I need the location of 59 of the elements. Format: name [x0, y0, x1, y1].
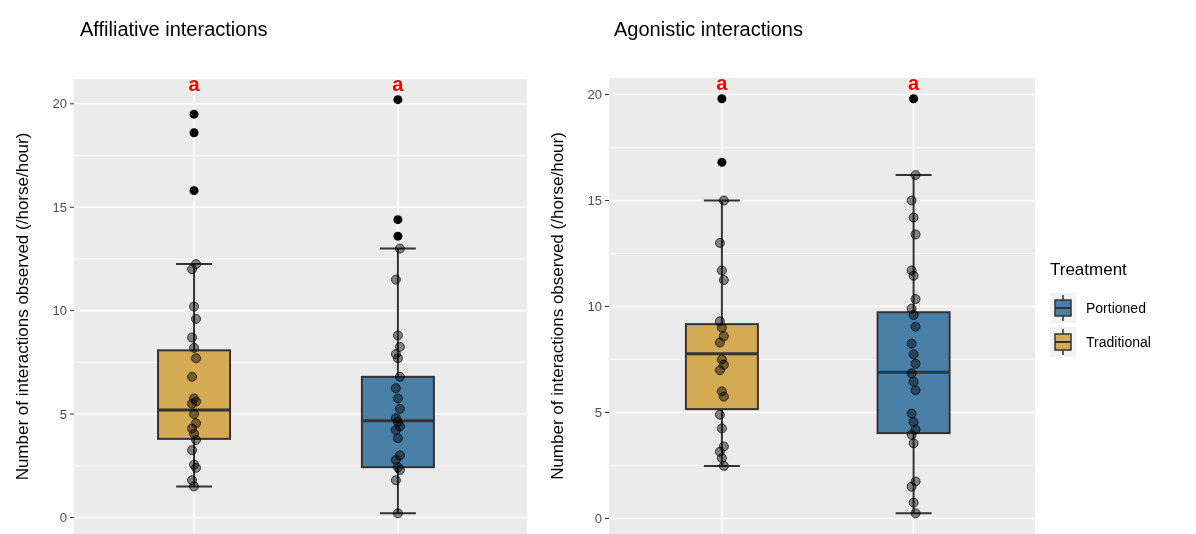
point	[908, 376, 919, 387]
point	[189, 301, 200, 312]
point	[392, 393, 403, 404]
y-tick-label: 0	[594, 511, 602, 527]
point	[908, 497, 919, 508]
chart-title: Agonistic interactions	[614, 18, 803, 40]
point	[910, 358, 921, 369]
annotation: a	[188, 73, 201, 95]
y-tick-label: 5	[594, 405, 602, 421]
point	[392, 353, 403, 364]
point	[718, 460, 729, 471]
annotation: a	[908, 72, 921, 94]
point	[718, 391, 729, 402]
y-tick-label: 10	[587, 299, 602, 315]
point	[910, 385, 921, 396]
point	[191, 353, 202, 364]
point	[189, 481, 200, 492]
chart-title: Affiliative interactions	[80, 18, 268, 40]
annotation: a	[392, 73, 405, 95]
y-tick-label: 10	[52, 303, 67, 319]
point	[394, 371, 405, 382]
legend-label: Portioned	[1086, 299, 1146, 316]
point	[716, 265, 727, 276]
point	[392, 433, 403, 444]
point	[910, 229, 921, 240]
point	[392, 330, 403, 341]
point	[908, 212, 919, 223]
point	[718, 275, 729, 286]
point	[910, 170, 921, 181]
point	[908, 349, 919, 360]
y-axis-title: Number of interactions observed (/horse/hour)	[13, 132, 32, 481]
point	[392, 508, 403, 519]
point	[189, 409, 200, 420]
y-tick-label: 5	[59, 406, 67, 422]
point	[716, 322, 727, 333]
annotation: a	[716, 72, 729, 94]
y-axis-title: Number of interactions observed (/horse/hour)	[548, 132, 567, 480]
point	[191, 434, 202, 445]
point	[910, 321, 921, 332]
y-tick-label: 20	[52, 96, 67, 112]
y-tick-label: 20	[587, 87, 602, 103]
point	[394, 243, 405, 254]
point	[908, 438, 919, 449]
point	[394, 403, 405, 414]
legend-title: Treatment	[1050, 260, 1128, 279]
point	[908, 270, 919, 281]
point	[394, 341, 405, 352]
point	[716, 423, 727, 434]
point	[189, 342, 200, 353]
point	[908, 310, 919, 321]
y-tick-label: 15	[587, 193, 602, 209]
legend-label: Traditional	[1086, 333, 1151, 350]
point	[191, 313, 202, 324]
y-tick-label: 15	[52, 199, 67, 215]
point	[910, 294, 921, 305]
point	[910, 508, 921, 519]
point	[718, 195, 729, 206]
y-tick-label: 0	[59, 510, 67, 525]
point	[716, 453, 727, 464]
